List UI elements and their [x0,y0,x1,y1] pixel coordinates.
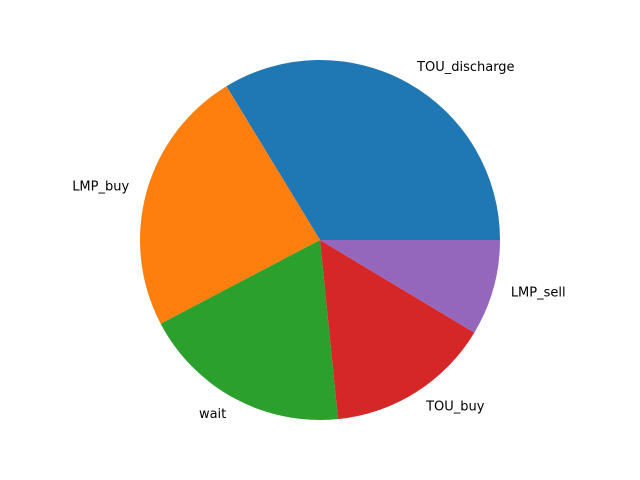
pie-slice-wait [160,240,339,420]
pie-slice-lmp-sell [320,240,500,333]
pie-slice-tou-buy [320,240,475,420]
pie-slice-lmp-buy [139,86,320,324]
pie-label-lmp-sell: LMP_sell [511,285,566,300]
pie-label-tou-discharge: TOU_discharge [416,60,515,75]
pie-slice-tou-discharge [226,59,500,241]
pie-label-tou-buy: TOU_buy [425,400,485,415]
pie-label-lmp-buy: LMP_buy [72,180,129,195]
pie-label-wait: wait [199,407,226,422]
pie-slices [139,59,500,420]
